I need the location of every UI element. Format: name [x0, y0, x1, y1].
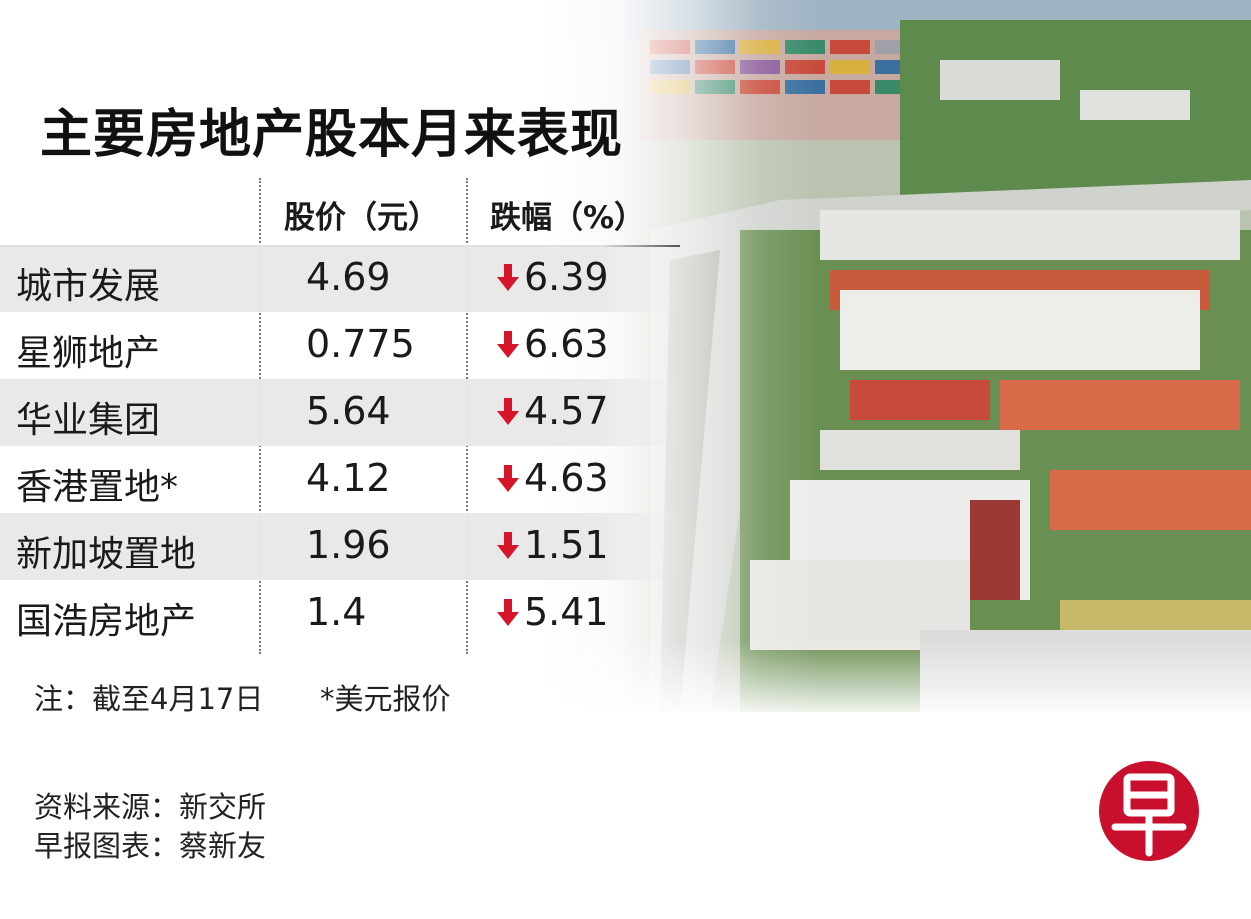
stock-price: 1.4 [306, 590, 367, 634]
down-arrow-icon [497, 532, 519, 559]
table-row: 城市发展 4.69 6.39 [0, 245, 680, 312]
zaobao-logo [1099, 761, 1199, 861]
stock-change: 4.63 [496, 456, 609, 500]
down-arrow-icon [497, 331, 519, 358]
stock-price: 0.775 [306, 322, 415, 366]
change-value: 6.63 [524, 322, 609, 366]
photo-fade-bottom [520, 640, 1251, 720]
change-value: 1.51 [524, 523, 609, 567]
change-value: 4.57 [524, 389, 609, 433]
stock-change: 4.57 [496, 389, 609, 433]
stock-price: 4.69 [306, 255, 391, 299]
column-header-price: 股价（元） [284, 200, 439, 236]
stock-change: 6.39 [496, 255, 609, 299]
stock-change: 1.51 [496, 523, 609, 567]
down-arrow-icon [497, 398, 519, 425]
change-value: 4.63 [524, 456, 609, 500]
table-row: 国浩房地产 1.4 5.41 [0, 580, 680, 647]
table-row: 星狮地产 0.775 6.63 [0, 312, 680, 379]
chart-title: 主要房地产股本月来表现 [40, 105, 624, 165]
photo-fade-overlay [0, 0, 1251, 712]
stock-name: 新加坡置地 [16, 534, 197, 575]
down-arrow-icon [497, 599, 519, 626]
stock-name: 华业集团 [16, 400, 161, 441]
table-row: 香港置地* 4.12 4.63 [0, 446, 680, 513]
table-row: 华业集团 5.64 4.57 [0, 379, 680, 446]
change-value: 5.41 [524, 590, 609, 634]
stock-price: 1.96 [306, 523, 391, 567]
usd-note: *美元报价 [320, 682, 451, 716]
column-header-change: 跌幅（%） [490, 200, 646, 236]
down-arrow-icon [497, 465, 519, 492]
stock-name: 香港置地* [16, 467, 179, 508]
change-value: 6.39 [524, 255, 609, 299]
stock-change: 5.41 [496, 590, 609, 634]
date-note: 注：截至4月17日 [34, 682, 264, 716]
stock-change: 6.63 [496, 322, 609, 366]
down-arrow-icon [497, 264, 519, 291]
graphic-credit: 早报图表：蔡新友 [34, 829, 267, 863]
stock-price: 5.64 [306, 389, 391, 433]
stock-name: 国浩房地产 [16, 601, 197, 642]
stock-name: 星狮地产 [16, 333, 161, 374]
stock-price: 4.12 [306, 456, 391, 500]
table-row: 新加坡置地 1.96 1.51 [0, 513, 680, 580]
stock-name: 城市发展 [16, 266, 161, 307]
source-credit: 资料来源：新交所 [34, 790, 267, 824]
